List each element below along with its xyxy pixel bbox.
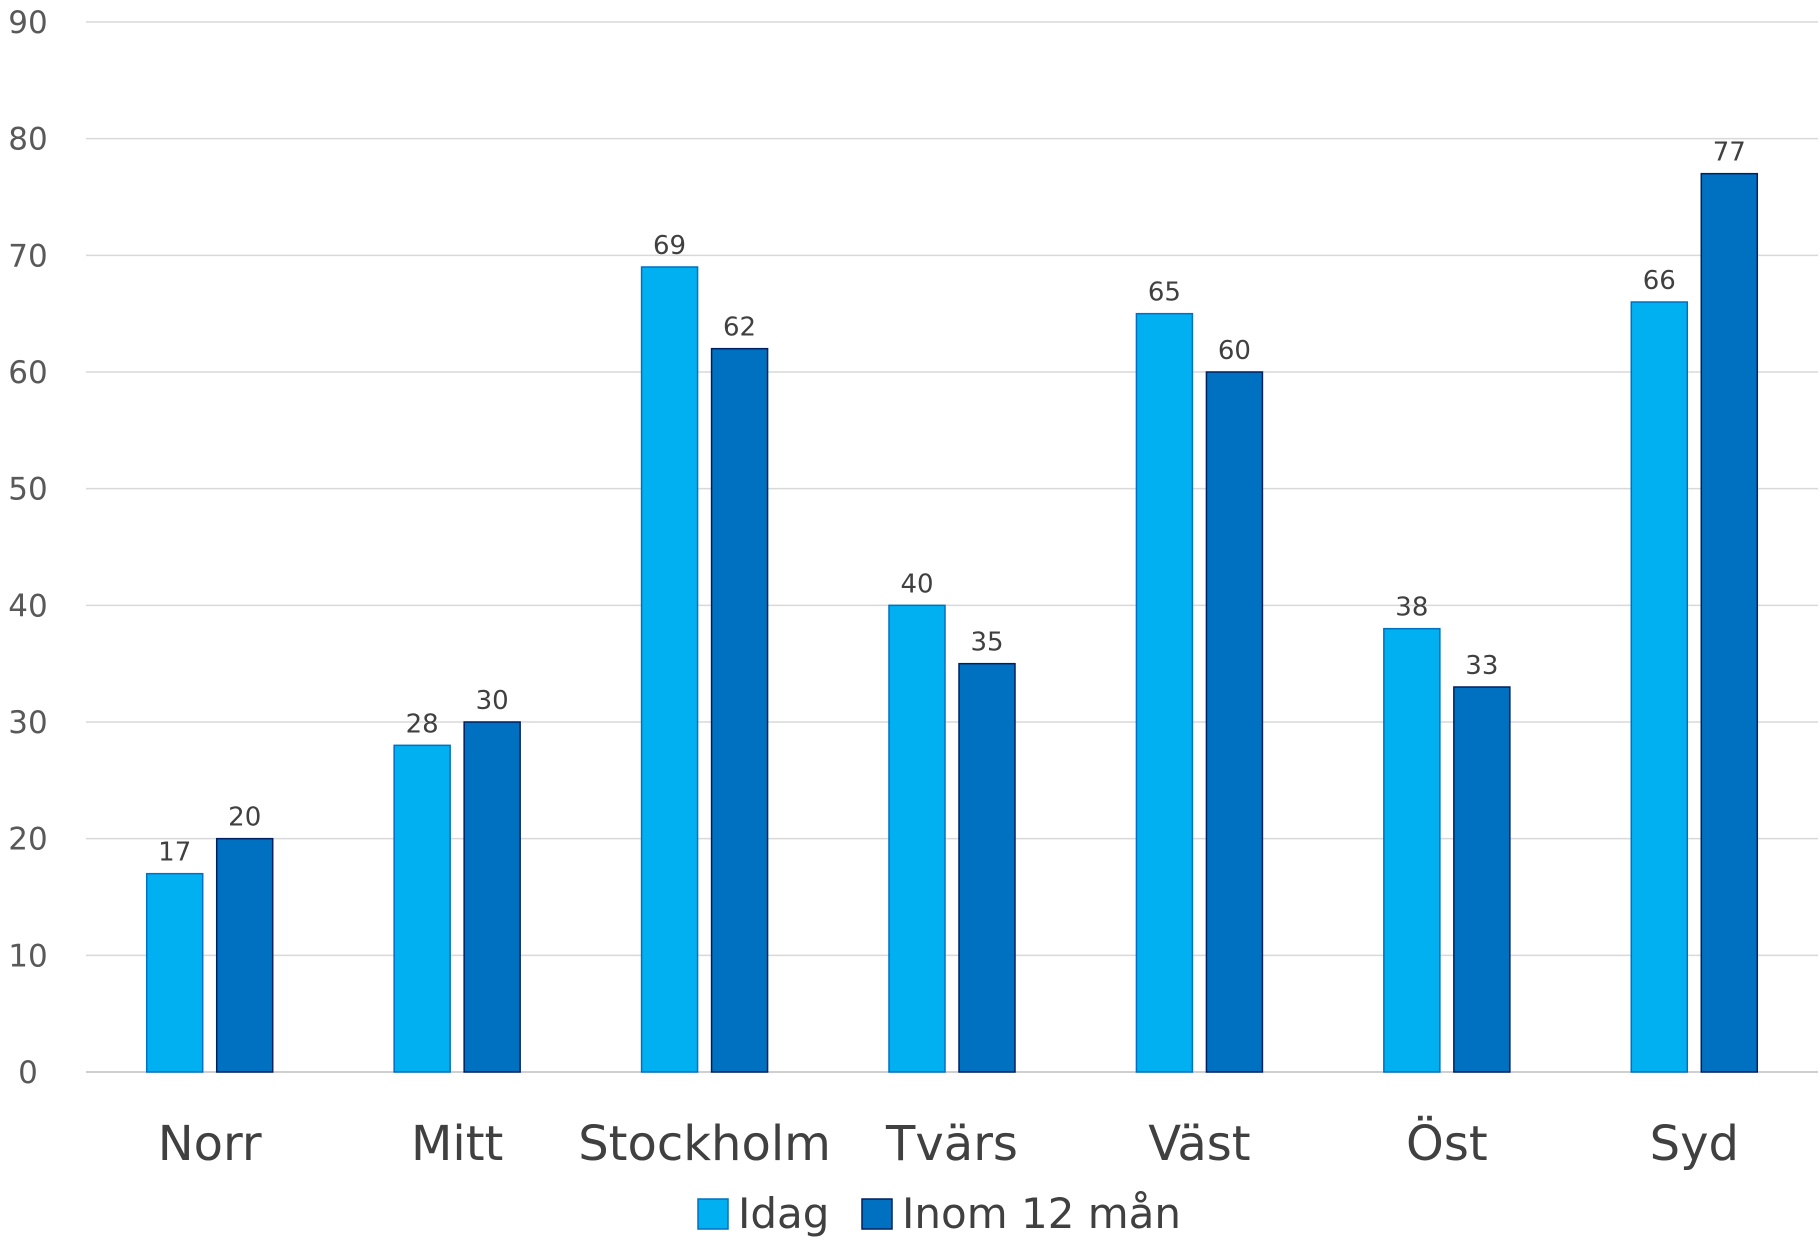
y-tick-label: 0 bbox=[18, 1055, 38, 1091]
y-tick-label: 10 bbox=[8, 938, 47, 974]
data-label: 35 bbox=[970, 628, 1003, 658]
bar-inom-12-man-4 bbox=[1205, 371, 1264, 1073]
bar-idag-1 bbox=[393, 744, 451, 1073]
y-tick-label: 50 bbox=[8, 472, 47, 508]
bar-idag-3 bbox=[888, 604, 946, 1073]
x-category-label: Öst bbox=[1406, 1116, 1488, 1172]
bar-inom-12-man-5 bbox=[1453, 686, 1511, 1073]
bar-inom-12-man-6 bbox=[1700, 172, 1759, 1073]
bar-inom-12-man-0 bbox=[215, 837, 274, 1073]
y-tick-label: 90 bbox=[8, 5, 47, 41]
bar-idag-6 bbox=[1630, 301, 1689, 1073]
data-label: 30 bbox=[476, 686, 509, 716]
bar-inom-12-man-1 bbox=[463, 721, 521, 1073]
data-label: 28 bbox=[406, 709, 439, 739]
data-label: 38 bbox=[1395, 593, 1428, 623]
data-label: 60 bbox=[1218, 336, 1251, 366]
legend-swatch bbox=[697, 1198, 729, 1230]
data-label: 40 bbox=[900, 569, 933, 599]
bar-idag-5 bbox=[1383, 627, 1441, 1073]
bar-idag-4 bbox=[1135, 312, 1194, 1073]
bar-idag-2 bbox=[640, 266, 699, 1073]
y-tick-label: 70 bbox=[8, 238, 47, 274]
y-tick-label: 40 bbox=[8, 588, 47, 624]
y-tick-label: 30 bbox=[8, 705, 47, 741]
data-labels: 17 20 28 30 69 62 40 35 65 60 38 33 66 77 bbox=[158, 138, 1746, 868]
x-category-label: Väst bbox=[1148, 1116, 1250, 1172]
data-label: 20 bbox=[228, 803, 261, 833]
bars bbox=[145, 172, 1759, 1073]
data-label: 66 bbox=[1643, 266, 1676, 296]
legend-label: Inom 12 mån bbox=[902, 1189, 1181, 1238]
y-tick-label: 80 bbox=[8, 122, 47, 158]
legend: Idag Inom 12 mån bbox=[697, 1189, 1181, 1238]
y-axis-tick-labels: 0 10 20 30 40 50 60 70 80 90 bbox=[8, 5, 47, 1091]
data-label: 17 bbox=[158, 838, 191, 868]
data-label: 65 bbox=[1148, 278, 1181, 308]
data-label: 33 bbox=[1465, 651, 1498, 681]
x-category-label: Stockholm bbox=[578, 1116, 831, 1172]
y-tick-label: 60 bbox=[8, 355, 47, 391]
bar-idag-0 bbox=[145, 872, 204, 1073]
x-category-label: Mitt bbox=[411, 1116, 503, 1172]
data-label: 62 bbox=[723, 313, 756, 343]
bar-inom-12-man-3 bbox=[958, 662, 1016, 1073]
gridlines bbox=[86, 21, 1818, 1073]
data-label: 77 bbox=[1713, 138, 1746, 168]
bar-inom-12-man-2 bbox=[710, 347, 769, 1073]
data-label: 69 bbox=[653, 231, 686, 261]
x-axis-category-labels: Norr Mitt Stockholm Tvärs Väst Öst Syd bbox=[158, 1116, 1739, 1172]
x-category-label: Syd bbox=[1650, 1116, 1739, 1172]
x-category-label: Norr bbox=[158, 1116, 262, 1172]
legend-label: Idag bbox=[738, 1189, 829, 1238]
x-category-label: Tvärs bbox=[885, 1116, 1018, 1172]
legend-swatch bbox=[861, 1198, 893, 1230]
y-tick-label: 20 bbox=[8, 822, 47, 858]
